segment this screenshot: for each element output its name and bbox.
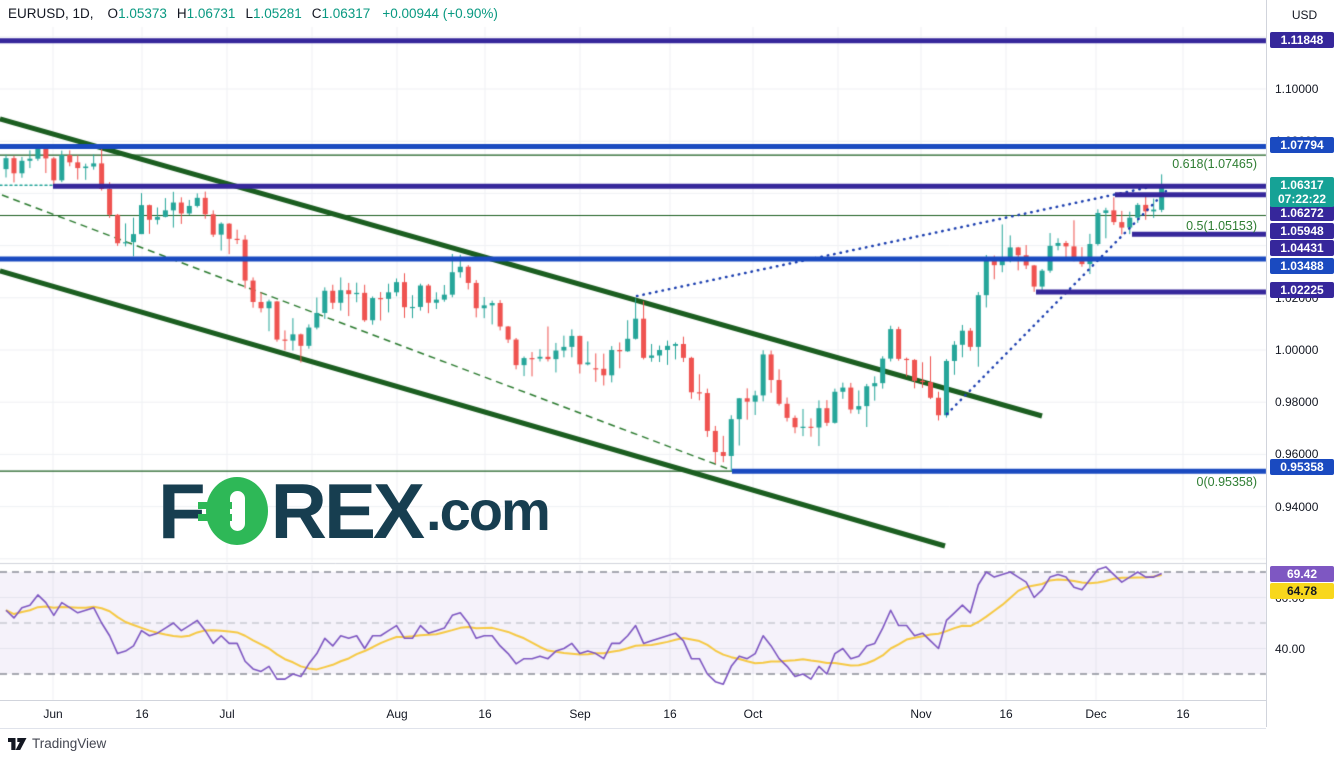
rsi-badge-69.42: 69.42	[1270, 566, 1334, 582]
time-label-Sep: Sep	[569, 707, 591, 721]
price-badge-1.07794: 1.07794	[1270, 137, 1334, 153]
time-label-Nov: Nov	[910, 707, 932, 721]
symbol-legend[interactable]: EURUSD, 1D, O1.05373 H1.06731 L1.05281 C1.0…	[8, 6, 498, 21]
price-badge-1.11848: 1.11848	[1270, 32, 1334, 48]
price-tick-0.96000: 0.96000	[1275, 447, 1319, 462]
price-tick-0.94000: 0.94000	[1275, 499, 1319, 514]
time-scale[interactable]: Jun 16 Jul Aug 16 Sep 16 Oct Nov 16 Dec 16	[0, 700, 1266, 729]
ohlc-field-o: O1.05373	[107, 6, 167, 21]
time-label-Jun: Jun	[43, 707, 63, 721]
watermark-rex: REX	[270, 467, 425, 555]
rsi-badge-64.78: 64.78	[1270, 583, 1334, 599]
price-badge-1.02225: 1.02225	[1270, 282, 1334, 298]
time-label-16: 16	[1176, 707, 1190, 721]
ohlc-values: O1.05373 H1.06731 L1.05281 C1.06317	[108, 6, 381, 21]
price-badge-1.04431: 1.04431	[1270, 240, 1334, 256]
price-scale-currency: USD	[1291, 8, 1318, 22]
price-tick-1.10000: 1.10000	[1275, 82, 1319, 96]
tradingview-logo[interactable]: TradingView	[8, 736, 106, 751]
time-label-16: 16	[999, 707, 1013, 721]
time-label-Jul: Jul	[219, 707, 235, 721]
change-value: +0.00944 (+0.90%)	[382, 6, 498, 21]
tradingview-label: TradingView	[32, 736, 107, 751]
forex-logo-o-icon	[197, 477, 268, 545]
time-label-16: 16	[663, 707, 677, 721]
time-label-Oct: Oct	[743, 707, 763, 721]
last-price-badge: 1.06317 07:22:22	[1270, 177, 1334, 207]
fib-label-0.618: 0.618(1.07465)	[1172, 157, 1257, 171]
ohlc-field-h: H1.06731	[176, 6, 236, 21]
price-badge-1.03488: 1.03488	[1270, 258, 1334, 274]
price-tick-1.00000: 1.00000	[1275, 343, 1319, 357]
forex-com-watermark: F REX .com	[158, 467, 551, 555]
rsi-tick-40.00: 40.00	[1275, 641, 1306, 656]
price-badge-1.06272: 1.06272	[1270, 205, 1334, 221]
price-tick-0.98000: 0.98000	[1275, 395, 1319, 410]
time-label-Dec: Dec	[1085, 707, 1107, 721]
watermark-f: F	[158, 467, 206, 555]
symbol-name[interactable]: EURUSD, 1D,	[8, 6, 94, 21]
ohlc-field-l: L1.05281	[245, 6, 302, 21]
time-label-16: 16	[135, 707, 149, 721]
fib-label-0.5: 0.5(1.05153)	[1186, 219, 1257, 233]
fib-label-0: 0(0.95358)	[1196, 475, 1257, 489]
ohlc-field-c: C1.06317	[311, 6, 371, 21]
price-scale[interactable]: USD 1.100001.080001.020001.000000.980000…	[1266, 0, 1341, 727]
watermark-com: .com	[426, 479, 551, 542]
time-label-Aug: Aug	[386, 707, 408, 721]
price-badge-1.05948: 1.05948	[1270, 223, 1334, 239]
time-label-16: 16	[478, 707, 492, 721]
tradingview-mark-icon	[8, 737, 27, 750]
price-badge-0.95358: 0.95358	[1270, 459, 1334, 475]
